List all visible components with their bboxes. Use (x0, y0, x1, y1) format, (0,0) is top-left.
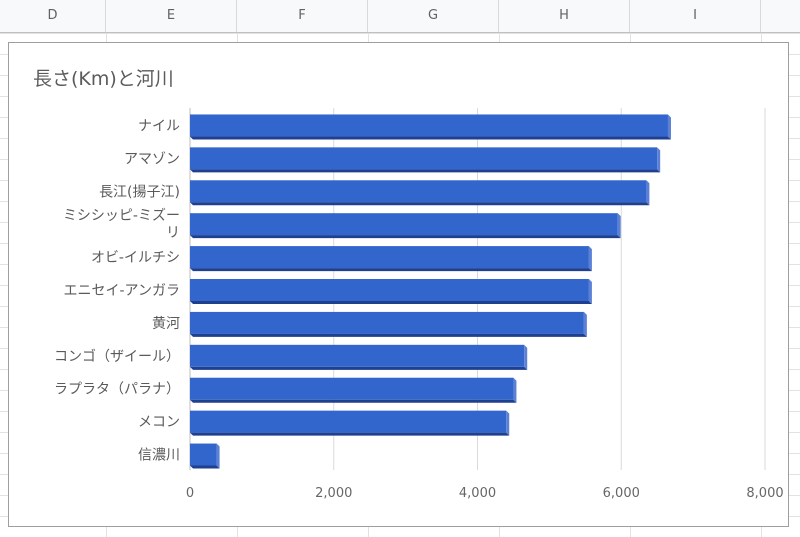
category-label: ラプラタ（パラナ） (54, 382, 180, 398)
bar-front (190, 114, 668, 137)
bar-bottom-face (190, 235, 621, 239)
bar-front (190, 443, 217, 466)
column-header-d[interactable]: D (0, 0, 106, 32)
bar-front (190, 410, 507, 433)
bar-bottom-face (190, 202, 650, 206)
bar-bottom-face (190, 366, 528, 370)
bar-front (190, 213, 618, 236)
bar[interactable] (190, 180, 650, 206)
x-tick-label: 8,000 (746, 486, 783, 501)
x-tick-label: 6,000 (603, 486, 640, 501)
bar-side-face (216, 443, 220, 469)
category-label: アマゾン (124, 151, 180, 167)
bar[interactable] (190, 377, 517, 403)
bar[interactable] (190, 246, 592, 272)
bar[interactable] (190, 311, 587, 337)
bar-side-face (646, 180, 650, 206)
bar[interactable] (190, 279, 592, 304)
bar-front (190, 344, 525, 367)
category-label-line: リ (166, 225, 180, 241)
chart-title: 長さ(Km)と河川 (33, 68, 174, 90)
bar-side-face (583, 311, 587, 337)
bar[interactable] (190, 344, 528, 370)
bar-side-face (657, 147, 661, 173)
bar-side-face (667, 114, 671, 140)
bar-front (190, 377, 514, 400)
bar-bottom-face (190, 136, 671, 140)
column-header-e[interactable]: E (106, 0, 237, 32)
bar[interactable] (190, 410, 510, 436)
bar-front (190, 147, 658, 170)
column-header-i[interactable]: I (630, 0, 761, 32)
x-tick-label: 2,000 (315, 486, 352, 501)
bar-front (190, 279, 589, 301)
category-label: 長江(揚子江) (99, 183, 180, 200)
bar[interactable] (190, 114, 671, 140)
bar-bottom-face (190, 333, 587, 337)
category-label: 信濃川 (138, 448, 180, 464)
category-label: エニセイ-アンガラ (64, 283, 181, 299)
bar-side-face (513, 377, 517, 403)
x-tick-label: 4,000 (459, 486, 496, 501)
bar-front (190, 311, 584, 334)
column-header-h[interactable]: H (499, 0, 630, 32)
bar-bottom-face (190, 301, 592, 304)
category-label-line: ミシシッピ-ミズー (63, 208, 180, 224)
bar-front (190, 180, 647, 203)
bar[interactable] (190, 147, 661, 173)
bar-front (190, 246, 589, 269)
bar[interactable] (190, 213, 621, 239)
bar-side-face (506, 410, 510, 436)
column-header-row: D E F G H I (0, 0, 800, 33)
category-label: ナイル (138, 118, 180, 134)
category-label: コンゴ（ザイール） (54, 348, 180, 365)
bar-side-face (524, 344, 528, 370)
bar-side-face (588, 279, 592, 304)
bar[interactable] (190, 443, 220, 469)
bar-bottom-face (190, 399, 517, 403)
bar-bottom-face (190, 169, 661, 173)
bar-bottom-face (190, 268, 592, 272)
category-label: オビ-イルチシ (91, 250, 180, 266)
column-header-f[interactable]: F (237, 0, 368, 32)
category-label: メコン (138, 415, 180, 431)
bar-side-face (617, 213, 621, 239)
category-label: 黄河 (152, 315, 180, 332)
bar-bottom-face (190, 465, 220, 469)
category-label: ミシシッピ-ミズーリ (63, 208, 180, 241)
bar-bottom-face (190, 432, 510, 436)
bar-side-face (588, 246, 592, 272)
column-header-g[interactable]: G (368, 0, 499, 32)
x-tick-label: 0 (186, 486, 194, 501)
